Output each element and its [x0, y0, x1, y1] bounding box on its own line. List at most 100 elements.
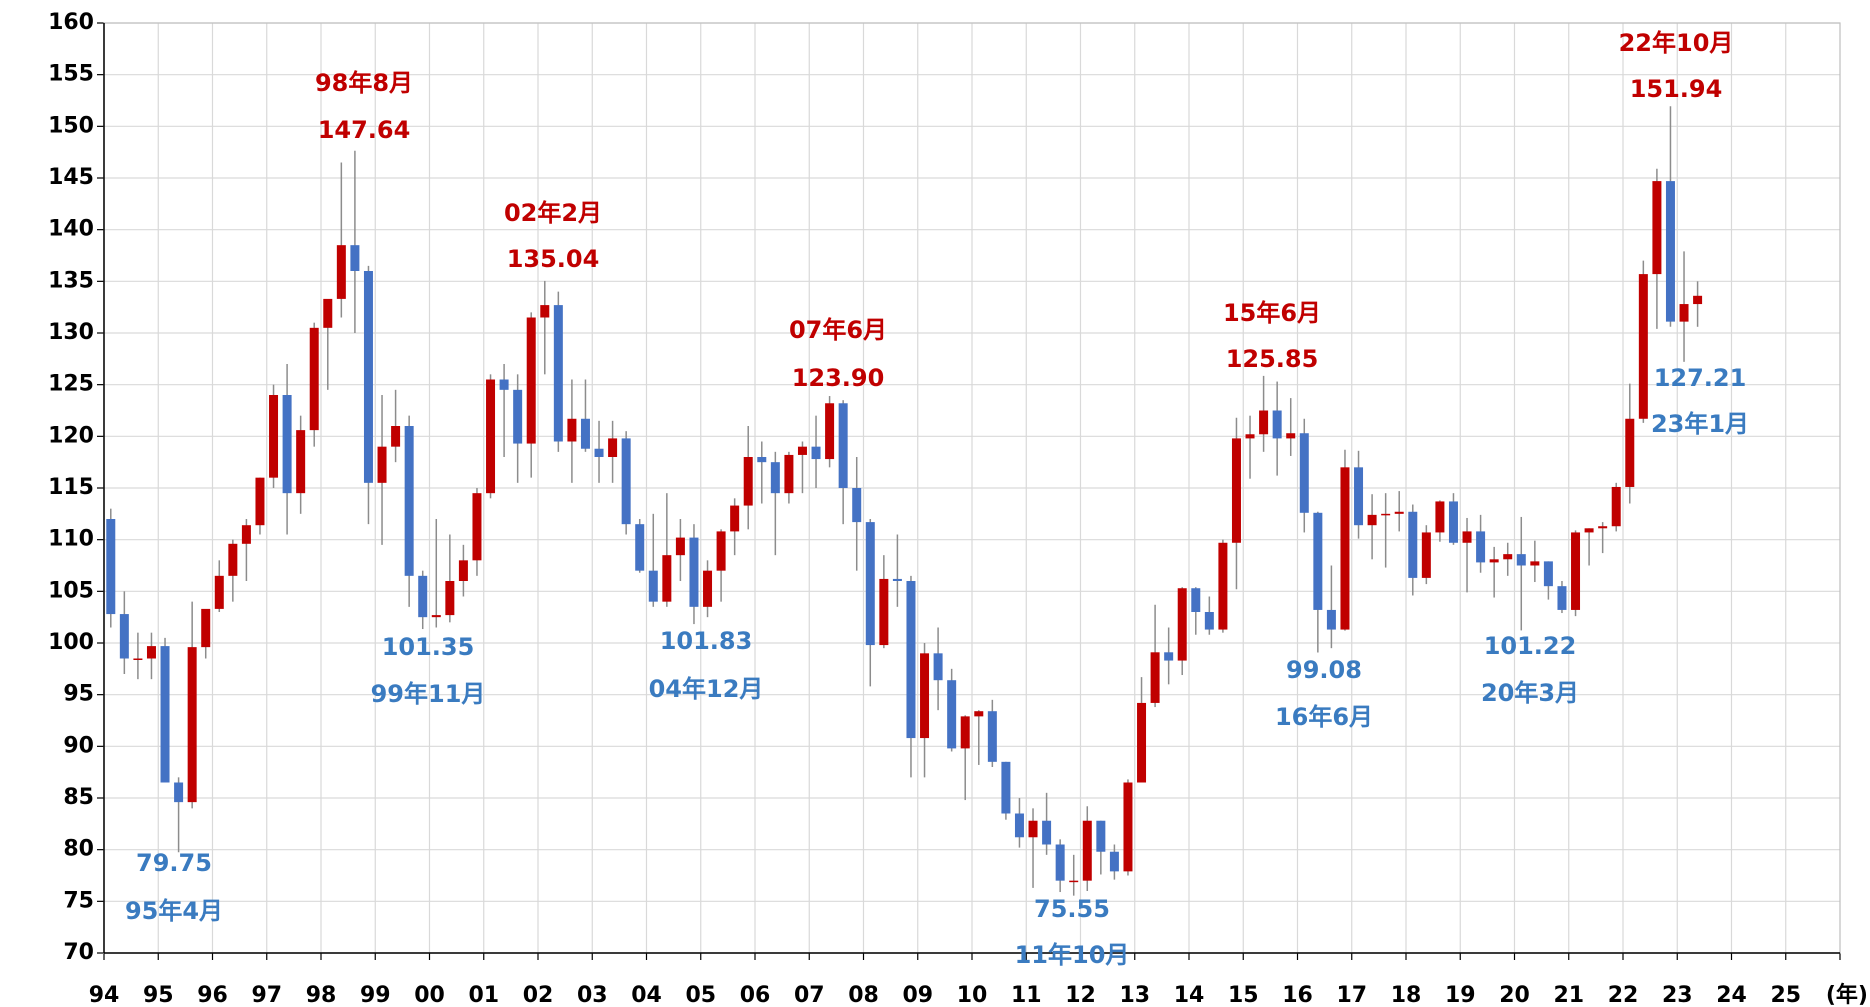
- candle-body: [892, 578, 902, 581]
- annotation-date: 23年1月: [1651, 410, 1749, 438]
- candle-body: [486, 379, 496, 494]
- x-tick-label: 06: [740, 983, 771, 1007]
- candle-body: [987, 711, 997, 762]
- x-tick-label: 20: [1499, 983, 1530, 1007]
- candle-body: [1367, 514, 1377, 526]
- y-tick-label: 150: [48, 113, 94, 138]
- annotation-date: 02年2月: [504, 199, 602, 227]
- candle-body: [458, 560, 468, 581]
- x-tick-label: 96: [197, 983, 228, 1007]
- candle-body: [553, 305, 563, 442]
- annotation-date: 22年10月: [1619, 29, 1734, 57]
- candle-body: [1448, 501, 1458, 543]
- candle-body: [933, 653, 943, 681]
- y-tick-label: 100: [48, 630, 94, 655]
- candle-body: [1476, 531, 1486, 563]
- candle-body: [1042, 820, 1052, 845]
- annotation-date: 20年3月: [1481, 679, 1579, 707]
- x-tick-label: 97: [251, 983, 282, 1007]
- candle-body: [336, 245, 346, 299]
- x-tick-label: 00: [414, 983, 445, 1007]
- x-tick-label: 08: [848, 983, 879, 1007]
- annotation-date: 07年6月: [789, 316, 887, 344]
- candle-body: [445, 581, 455, 616]
- candle-body: [1109, 851, 1119, 872]
- candle-body: [1421, 532, 1431, 578]
- candle-body: [540, 305, 550, 318]
- annotation-date: 95年4月: [125, 897, 223, 925]
- candle-body: [743, 457, 753, 506]
- candle-body: [920, 653, 930, 739]
- y-tick-label: 140: [48, 217, 94, 242]
- candle-body: [608, 438, 618, 457]
- y-tick-label: 145: [48, 165, 94, 190]
- candle-body: [526, 317, 536, 444]
- annotation-value: 101.35: [382, 633, 475, 661]
- candle-body: [201, 608, 211, 648]
- candle-body: [404, 426, 414, 576]
- candle-body: [499, 379, 509, 390]
- annotation-date: 16年6月: [1275, 703, 1373, 731]
- annotation-value: 101.22: [1484, 632, 1577, 660]
- candle-body: [906, 581, 916, 739]
- y-tick-label: 115: [48, 475, 94, 500]
- y-tick-label: 120: [48, 423, 94, 448]
- y-tick-label: 95: [63, 682, 94, 707]
- candle-body: [879, 578, 889, 646]
- x-tick-label: 03: [577, 983, 608, 1007]
- annotation-date: 04年12月: [649, 675, 764, 703]
- candle-body: [391, 426, 401, 447]
- annotation-value: 127.21: [1654, 364, 1747, 392]
- annotation-value: 135.04: [507, 245, 600, 273]
- x-tick-label: 09: [902, 983, 933, 1007]
- candle-body: [811, 446, 821, 460]
- candle-body: [1354, 467, 1364, 526]
- x-tick-label: 18: [1391, 983, 1422, 1007]
- candle-body: [1069, 880, 1079, 883]
- candle-body: [1516, 554, 1526, 566]
- x-tick-label: 11: [1011, 983, 1042, 1007]
- candle-body: [838, 403, 848, 488]
- annotation-value: 125.85: [1226, 345, 1319, 373]
- candle-body: [580, 418, 590, 449]
- candle-body: [703, 570, 713, 607]
- candle-body: [1313, 512, 1323, 610]
- annotation-value: 99.08: [1286, 656, 1362, 684]
- candle-body: [1231, 438, 1241, 543]
- candle-body: [1584, 528, 1594, 533]
- candle-body: [1394, 511, 1404, 514]
- x-tick-label: 19: [1445, 983, 1476, 1007]
- annotation-value: 75.55: [1034, 895, 1110, 923]
- candle-body: [418, 575, 428, 618]
- x-tick-label: 10: [957, 983, 988, 1007]
- candle-body: [1679, 304, 1689, 322]
- candle-body: [825, 403, 835, 460]
- candle-body: [513, 389, 523, 444]
- candle-body: [228, 543, 238, 576]
- candle-body: [214, 575, 224, 609]
- y-tick-label: 125: [48, 372, 94, 397]
- candle-body: [1557, 586, 1567, 610]
- candle-body: [1014, 813, 1024, 838]
- annotation-value: 147.64: [318, 116, 411, 144]
- candle-body: [187, 647, 197, 803]
- candle-body: [1028, 820, 1038, 838]
- annotation-date: 98年8月: [315, 69, 413, 97]
- candle-body: [1598, 526, 1608, 529]
- candle-body: [1340, 467, 1350, 630]
- candle-body: [1693, 295, 1703, 305]
- candle-body: [160, 646, 170, 783]
- annotation-value: 151.94: [1630, 75, 1723, 103]
- candle-body: [1055, 844, 1065, 881]
- candle-body: [1299, 433, 1309, 513]
- candle-body: [770, 462, 780, 494]
- candle-body: [1150, 652, 1160, 703]
- y-tick-label: 80: [63, 837, 94, 862]
- candle-body: [282, 395, 292, 494]
- x-tick-label: 21: [1553, 983, 1584, 1007]
- candle-body: [1286, 433, 1296, 439]
- candle-body: [1218, 542, 1228, 630]
- candle-body: [472, 493, 482, 561]
- candle-body: [1381, 513, 1391, 516]
